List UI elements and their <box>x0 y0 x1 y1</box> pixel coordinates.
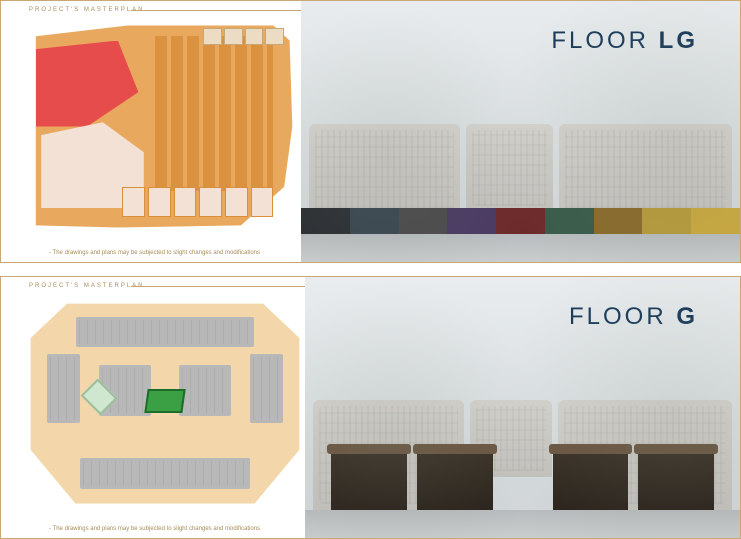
lg-utilities-row <box>203 28 284 45</box>
floor-title-lg: FLOOR LG <box>551 27 698 55</box>
building-silhouettes <box>305 400 740 510</box>
retail-block <box>179 365 231 417</box>
lg-plan-drawing <box>25 19 295 234</box>
storefront-awnings <box>331 450 714 510</box>
floor-plan-g <box>1 277 305 538</box>
landscape-feature-main <box>144 389 185 413</box>
floor-title-g: FLOOR G <box>569 303 698 331</box>
disclaimer-text: - The drawings and plans may be subjecte… <box>49 526 260 532</box>
g-plan-drawing <box>25 295 305 510</box>
floor-plan-lg <box>1 1 301 262</box>
lg-garage-bays <box>155 36 274 191</box>
lg-showroom-strip <box>122 187 273 217</box>
retail-block <box>47 354 80 423</box>
panel-floor-g: PROJECT'S MASTERPLAN RETAIL OUTDOORS ELE… <box>0 276 741 539</box>
retail-block <box>76 317 255 348</box>
retail-block <box>80 458 249 489</box>
rendering-lg: FLOOR LG <box>301 1 740 262</box>
ground-plane <box>305 510 740 538</box>
rendering-g: FLOOR G <box>305 277 740 538</box>
ground-plane <box>301 234 740 262</box>
building-silhouettes <box>301 124 740 234</box>
panel-floor-lg: PROJECT'S MASTERPLAN HYPERMARKET SHOWROO… <box>0 0 741 263</box>
retail-block <box>250 354 283 423</box>
g-retail-ring <box>47 317 282 489</box>
storefront-strip <box>301 208 740 234</box>
disclaimer-text: - The drawings and plans may be subjecte… <box>49 250 260 256</box>
